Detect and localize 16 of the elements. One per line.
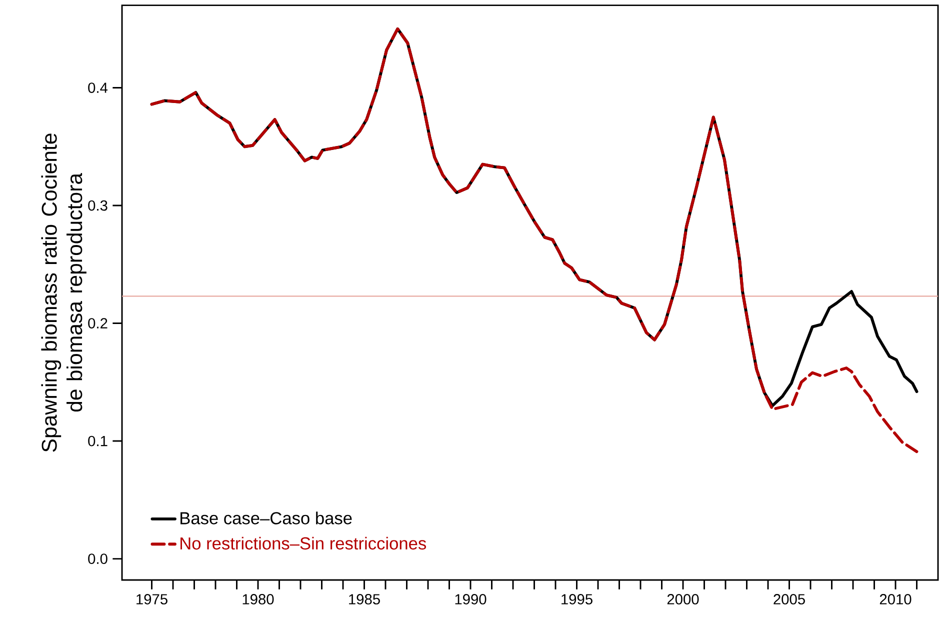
- y-tick-label: 0.2: [88, 318, 108, 328]
- x-tick-label: 1975: [136, 594, 168, 604]
- x-tick-label: 2000: [667, 594, 699, 604]
- y-tick-label: 0.4: [88, 82, 108, 93]
- x-tick-label: 1995: [562, 594, 592, 604]
- x-tick-label: 2010: [880, 594, 912, 604]
- legend-label: No restrictions–Sin restricciones: [180, 536, 426, 550]
- x-tick-label: 1980: [242, 594, 274, 604]
- y-axis-title: Spawning biomass ratio Cociente de biomasa reproductora: [41, 134, 86, 452]
- legend-label: Base case–Caso base: [180, 512, 352, 524]
- y-tick-label: 0.1: [88, 436, 108, 446]
- y-tick-label: 0.3: [88, 200, 108, 211]
- x-tick-label: 2005: [774, 594, 805, 604]
- x-tick-label: 1985: [349, 594, 380, 604]
- x-tick-label: 1990: [455, 594, 486, 604]
- y-tick-label: 0.0: [88, 554, 108, 564]
